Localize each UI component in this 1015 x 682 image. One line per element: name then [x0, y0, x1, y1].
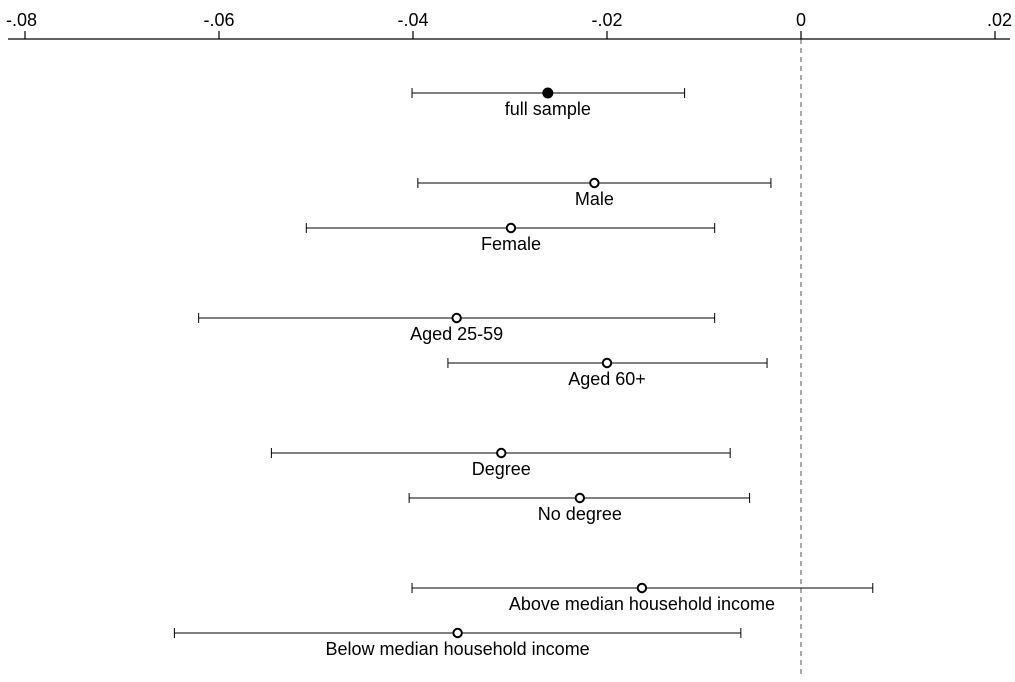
point-estimate-marker — [451, 312, 462, 324]
x-tick-label: -.08 — [6, 10, 37, 30]
x-tick-label: .02 — [987, 10, 1012, 30]
x-axis: -.08 -.06 -.04 -.02 0 .02 — [6, 10, 1012, 40]
estimate-row: Aged 25-59 — [198, 312, 716, 344]
estimate-row: Below median household income — [173, 627, 742, 659]
estimate-label: full sample — [505, 99, 591, 119]
x-tick-label: -.04 — [397, 10, 428, 30]
estimate-row: Male — [417, 177, 772, 209]
estimate-row: Degree — [270, 447, 731, 479]
estimate-row: Above median household income — [411, 582, 874, 614]
estimate-label: Above median household income — [509, 594, 775, 614]
estimate-row: Female — [305, 222, 716, 254]
estimate-row: No degree — [408, 492, 751, 524]
point-estimate-marker — [452, 627, 463, 639]
estimate-label: Female — [481, 234, 541, 254]
x-tick-label: -.06 — [203, 10, 234, 30]
estimate-label: No degree — [538, 504, 622, 524]
point-estimate-marker — [496, 447, 507, 459]
point-estimate-marker — [505, 222, 517, 234]
point-estimate-marker — [601, 357, 613, 369]
estimate-label: Aged 60+ — [568, 369, 646, 389]
x-tick-label: 0 — [796, 10, 806, 30]
estimate-label: Aged 25-59 — [410, 324, 503, 344]
point-estimate-marker — [574, 492, 586, 504]
estimates-layer: full sample Male Female Aged 25-59 Aged 60+ D… — [173, 87, 874, 659]
estimate-row: Aged 60+ — [447, 357, 768, 389]
estimate-label: Below median household income — [326, 639, 590, 659]
point-estimate-marker — [589, 177, 600, 189]
estimate-label: Male — [575, 189, 614, 209]
estimate-row: full sample — [411, 87, 686, 119]
point-estimate-marker — [636, 582, 648, 594]
x-tick-label: -.02 — [591, 10, 622, 30]
point-estimate-marker — [542, 87, 554, 99]
estimate-label: Degree — [472, 459, 531, 479]
